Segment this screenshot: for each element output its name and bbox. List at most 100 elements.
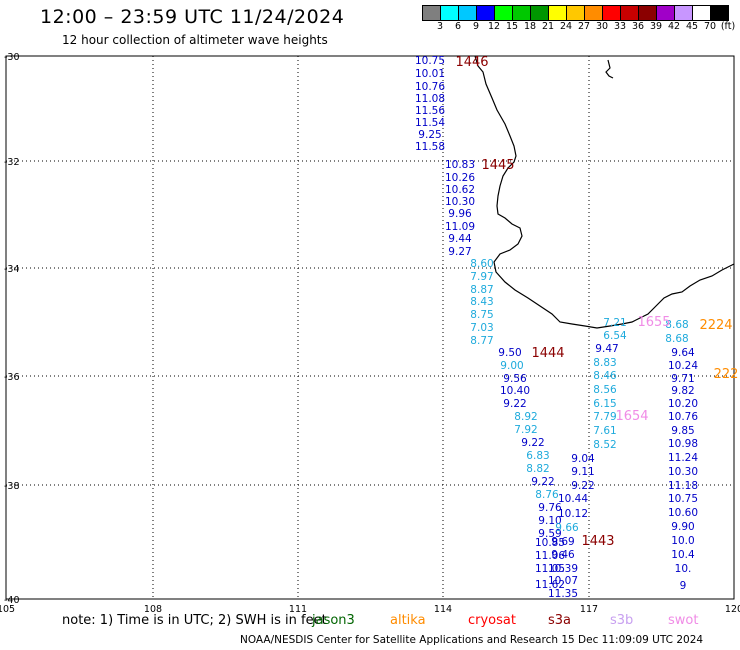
color-swatch <box>567 6 585 20</box>
wave-height-value: 8.76 <box>535 489 559 501</box>
lat-tick-label: -36 <box>4 372 20 383</box>
wave-height-value: 10.07 <box>548 575 578 587</box>
color-swatch <box>603 6 621 20</box>
color-scale-label: 3 <box>436 21 444 32</box>
coastline <box>474 55 735 329</box>
wave-height-value: 8.83 <box>593 357 616 369</box>
wave-height-value: 11.62 <box>535 579 565 591</box>
wave-height-value: 8.68 <box>665 319 688 331</box>
wave-height-value: 7.92 <box>514 424 537 436</box>
wave-height-value: 10.26 <box>445 172 475 184</box>
wave-height-value: 8.60 <box>470 258 493 270</box>
wave-height-value: 8.52 <box>593 439 616 451</box>
lon-tick-label: 105 <box>0 604 15 615</box>
wave-height-value: 9.71 <box>671 373 694 385</box>
wave-height-value: 7.21 <box>603 317 626 329</box>
wave-height-value: 11.08 <box>415 93 445 105</box>
wave-height-value: 10.4 <box>671 549 695 561</box>
color-swatch <box>513 6 531 20</box>
color-swatch <box>441 6 459 20</box>
wave-height-value: 10.39 <box>548 563 578 575</box>
color-scale-label: 6 <box>454 21 462 32</box>
wave-height-value: 9.22 <box>503 398 526 410</box>
wave-height-value: 8.68 <box>665 333 688 345</box>
color-swatch <box>459 6 477 20</box>
wave-height-value: 10.20 <box>668 398 698 410</box>
pass-id-label: 1444 <box>531 346 564 361</box>
color-scale-label: 12 <box>487 21 501 32</box>
wave-height-value: 9.82 <box>671 385 694 397</box>
wave-height-value: 11.56 <box>415 105 445 117</box>
wave-height-value: 9.22 <box>531 476 554 488</box>
wave-height-value: 9.85 <box>671 425 694 437</box>
wave-height-value: 8.82 <box>526 463 549 475</box>
wave-height-value: 10.0 <box>671 535 694 547</box>
color-scale-label: 39 <box>649 21 663 32</box>
graticule <box>6 56 734 599</box>
wave-height-value: 10.60 <box>668 507 698 519</box>
color-scale-label: 45 <box>685 21 699 32</box>
color-swatch <box>693 6 711 20</box>
wave-height-value: 8.92 <box>514 411 537 423</box>
color-scale-label: 27 <box>577 21 591 32</box>
lon-tick-label: 108 <box>144 604 162 615</box>
color-scale-label: 9 <box>472 21 480 32</box>
wave-height-value: 11.54 <box>415 117 445 129</box>
wave-height-value: 6.15 <box>593 398 616 410</box>
pass-id-label: 222 <box>714 367 739 382</box>
wave-height-value: 9.56 <box>503 373 527 385</box>
pass-id-label: 1655 <box>637 315 670 330</box>
wave-height-value: 9.11 <box>571 466 594 478</box>
lon-tick-label: 111 <box>289 604 307 615</box>
wave-height-value: 10. <box>675 563 692 575</box>
color-scale-bar <box>422 5 729 21</box>
wave-height-value: 9.27 <box>448 246 471 258</box>
satellite-legend-s3a: s3a <box>548 613 572 628</box>
wave-height-value: 9.10 <box>538 515 561 527</box>
wave-height-value: 9.04 <box>571 453 595 465</box>
plot-frame <box>5 55 735 600</box>
pass-id-label: 1446 <box>455 55 488 70</box>
color-scale-label: 42 <box>667 21 681 32</box>
pass-id-label: 1443 <box>581 534 614 549</box>
color-swatch <box>585 6 603 20</box>
wave-height-value: 10.30 <box>445 196 475 208</box>
satellite-legend-s3b: s3b <box>610 613 634 628</box>
wave-height-value: 10.12 <box>558 508 588 520</box>
color-swatch <box>675 6 693 20</box>
wave-height-value: 9.22 <box>571 480 594 492</box>
wave-height-value: 9.66 <box>555 522 579 534</box>
wave-height-value: 10.75 <box>668 493 698 505</box>
lon-tick-label: 120 <box>725 604 740 615</box>
wave-height-value: 10.83 <box>445 159 475 171</box>
color-scale-label: 21 <box>541 21 555 32</box>
wave-height-value: 7.79 <box>593 411 616 423</box>
wave-height-value: 9.25 <box>418 129 441 141</box>
color-swatch <box>495 6 513 20</box>
wave-height-value: 10.24 <box>668 360 698 372</box>
color-scale-label: (ft) <box>720 21 736 32</box>
satellite-legend-jason3: jason3 <box>312 613 355 628</box>
wave-height-value: 9.90 <box>671 521 694 533</box>
wave-height-value: 11.24 <box>668 452 698 464</box>
color-scale-label: 33 <box>613 21 627 32</box>
island-coastline <box>605 59 614 79</box>
color-scale-label: 18 <box>523 21 537 32</box>
wave-height-value: 8.46 <box>593 370 617 382</box>
wave-height-value: 9.50 <box>498 347 521 359</box>
wave-height-value: 8.43 <box>470 296 493 308</box>
wave-height-value: 11.05 <box>535 563 565 575</box>
color-swatch <box>711 6 728 20</box>
wave-height-value: 7.97 <box>470 271 493 283</box>
wave-height-value: 9.64 <box>671 347 695 359</box>
color-scale-label: 30 <box>595 21 609 32</box>
wave-height-value: 11.18 <box>668 480 698 492</box>
wave-height-value: 6.54 <box>603 330 627 342</box>
wave-height-value: 7.03 <box>470 322 493 334</box>
wave-height-value: 9.47 <box>595 343 618 355</box>
lat-tick-label: -32 <box>4 157 20 168</box>
wave-height-value: 10.30 <box>668 466 698 478</box>
footer-note: note: 1) Time is in UTC; 2) SWH is in fe… <box>62 613 327 628</box>
wave-height-value: 9.59 <box>538 528 561 540</box>
